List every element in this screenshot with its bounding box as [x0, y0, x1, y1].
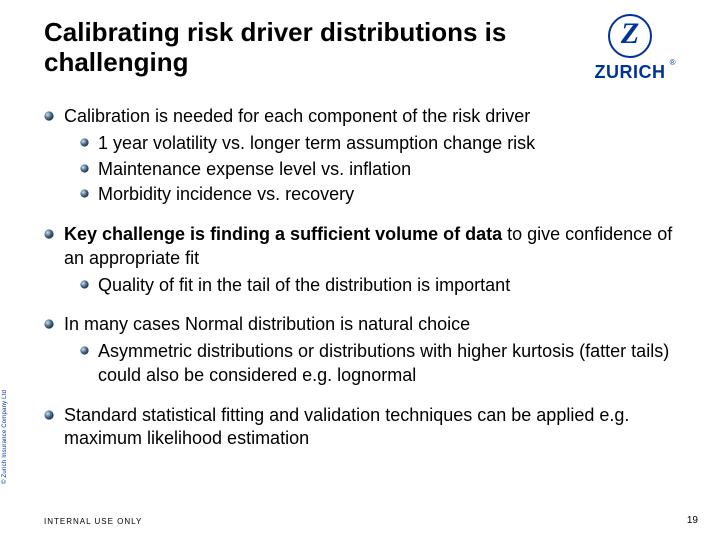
content-area: Calibration is needed for each component… [44, 105, 690, 451]
logo-text: ZURICH [595, 62, 666, 82]
logo-wordmark: ZURICH ® [595, 62, 666, 83]
bullet-level-2: Asymmetric distributions or distribution… [80, 340, 690, 388]
bullet-text: Maintenance expense level vs. inflation [98, 158, 411, 182]
bullet-level-2: Maintenance expense level vs. inflation [80, 158, 690, 182]
bullet-icon [44, 229, 54, 239]
bullet-icon [80, 138, 89, 147]
page-number: 19 [687, 515, 698, 526]
bullet-text: Calibration is needed for each component… [64, 105, 530, 129]
bullet-level-2: Morbidity incidence vs. recovery [80, 183, 690, 207]
bullet-text: 1 year volatility vs. longer term assump… [98, 132, 535, 156]
logo-circle-icon: Z [608, 14, 652, 58]
bullet-level-2: Quality of fit in the tail of the distri… [80, 274, 690, 298]
bullet-icon [80, 189, 89, 198]
footer-classification: INTERNAL USE ONLY [44, 517, 142, 526]
slide: Calibrating risk driver distributions is… [0, 0, 720, 540]
slide-title: Calibrating risk driver distributions is… [44, 18, 570, 78]
bullet-level-1: Calibration is needed for each component… [44, 105, 690, 129]
bullet-icon [80, 164, 89, 173]
bullet-text: Quality of fit in the tail of the distri… [98, 274, 510, 298]
bullet-text: Standard statistical fitting and validat… [64, 404, 690, 452]
bullet-icon [44, 410, 54, 420]
registered-icon: ® [670, 58, 676, 67]
bullet-text: Key challenge is finding a sufficient vo… [64, 223, 690, 271]
bullet-text: Morbidity incidence vs. recovery [98, 183, 354, 207]
bullet-icon [44, 319, 54, 329]
bullet-level-1: Key challenge is finding a sufficient vo… [44, 223, 690, 271]
bullet-text: Asymmetric distributions or distribution… [98, 340, 690, 388]
bullet-text: In many cases Normal distribution is nat… [64, 313, 470, 337]
bullet-level-2: 1 year volatility vs. longer term assump… [80, 132, 690, 156]
copyright-text: © Zurich Insurance Company Ltd [2, 390, 8, 484]
logo-letter: Z [621, 17, 639, 51]
zurich-logo: Z ZURICH ® [570, 14, 690, 83]
bullet-level-1: In many cases Normal distribution is nat… [44, 313, 690, 337]
bullet-icon [80, 280, 89, 289]
bullet-icon [80, 346, 89, 355]
bullet-level-1: Standard statistical fitting and validat… [44, 404, 690, 452]
bullet-icon [44, 111, 54, 121]
title-row: Calibrating risk driver distributions is… [44, 18, 690, 83]
